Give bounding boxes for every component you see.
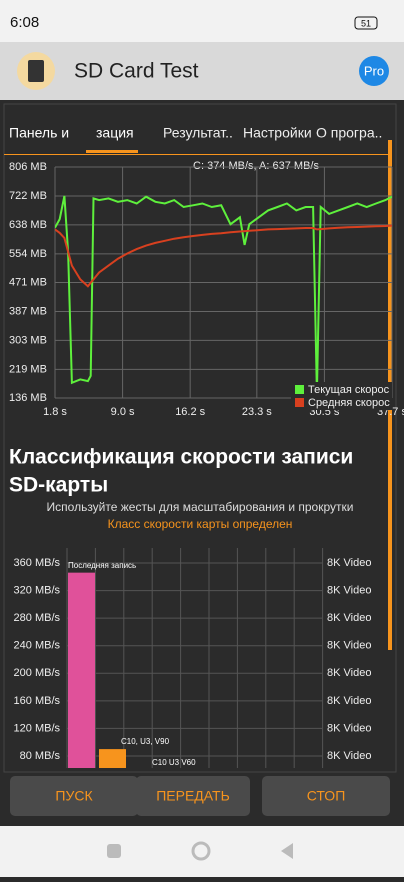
y-tick-label: 320 MB/s [14,584,61,596]
chart-annotation: C: 374 MB/s, A: 637 MB/s [193,160,319,172]
status-bar [0,0,404,42]
y-tick-label: 806 MB [9,161,47,173]
tab-indicator [86,150,138,153]
y-tick-label: 219 MB [9,363,47,375]
bar [68,572,95,768]
nav-bar [0,826,404,877]
tab[interactable]: О програ.. [316,125,382,141]
legend-swatch [295,398,304,407]
bar [99,749,126,768]
bar-label: C10 U3 V60 [152,758,196,767]
y-tick-label: 722 MB [9,190,47,202]
hint: Используйте жесты для масштабирования и … [47,500,354,514]
y-tick-label: 120 MB/s [14,722,61,734]
y-tick-label: 471 MB [9,276,47,288]
x-tick-label: 23.3 s [242,406,272,418]
x-tick-label: 1.8 s [43,406,67,418]
y-tick-label: 240 MB/s [14,640,61,652]
bar-label: Последняя запись [68,561,136,570]
pro-label[interactable]: Pro [364,63,384,78]
legend-box [291,382,392,410]
button-label[interactable]: СТОП [307,788,346,804]
tab[interactable]: Панель и [9,125,69,141]
bar-label: C10, U3, V90 [121,737,170,746]
y-tick-label: 387 MB [9,305,47,317]
right-label: 8K Video [327,750,371,762]
tab[interactable]: Настройки [243,125,312,141]
y-tick-label: 554 MB [9,248,47,260]
y-tick-label: 638 MB [9,219,47,231]
button[interactable] [10,776,138,816]
right-label: 8K Video [327,695,371,707]
legend-label: Средняя скорос [308,397,390,409]
tab[interactable]: зация [96,125,134,141]
y-tick-label: 200 MB/s [14,667,61,679]
plot [55,195,392,394]
y-tick-label: 160 MB/s [14,695,61,707]
button[interactable] [136,776,250,816]
app-bar [0,42,404,100]
content-frame [3,103,397,773]
app-icon-card [28,60,44,82]
legend-label: Текущая скорос [308,384,390,396]
section-title: SD-карты [9,474,108,497]
time: 6:08 [10,14,39,31]
right-label: 8K Video [327,612,371,624]
right-label: 8K Video [327,722,371,734]
battery-icon [354,16,378,30]
y-tick-label: 80 MB/s [20,750,61,762]
button-label[interactable]: ПЕРЕДАТЬ [156,788,230,804]
bar-plot: 360 MB/s 320 MB/s 280 MB/s 240 MB/s 200 MB/s… [14,548,371,768]
button-label[interactable]: ПУСК [55,788,93,804]
y-tick-label: 280 MB/s [14,612,61,624]
status: Класс скорости карты определен [108,517,293,531]
section-title: Классификация скорости записи [9,446,353,469]
button[interactable] [262,776,390,816]
right-label: 8K Video [327,667,371,679]
tab-divider [4,154,392,155]
y-tick-label: 303 MB [9,334,47,346]
nav-home[interactable] [191,841,211,861]
right-label: 8K Video [327,640,371,652]
right-label: 8K Video [327,584,371,596]
series-line [55,195,392,394]
legend-swatch [295,385,304,394]
nav-back[interactable] [281,843,293,859]
series-line [55,224,392,288]
tab[interactable]: Результат.. [163,125,233,141]
nav-recent[interactable] [107,844,121,858]
y-tick-label: 360 MB/s [14,557,61,569]
pro-badge[interactable] [359,56,389,86]
y-tick-label: 136 MB [9,392,47,404]
x-tick-label: 16.2 s [175,406,205,418]
right-label: 8K Video [327,557,371,569]
app-title: SD Card Test [74,60,199,83]
battery-level: 51 [361,18,371,28]
x-tick-label: 9.0 s [111,406,135,418]
